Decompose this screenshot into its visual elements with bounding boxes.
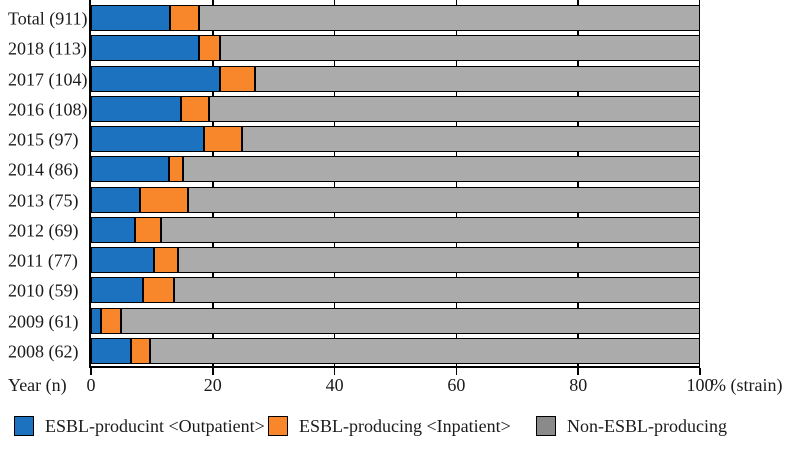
bar-row — [91, 5, 700, 31]
bar-segment — [178, 247, 700, 273]
bar-segment — [220, 35, 700, 62]
bar-segment — [198, 5, 700, 31]
x-tick-mark — [455, 368, 458, 375]
bar-segment — [173, 277, 700, 304]
legend-label: ESBL-producint <Outpatient> — [45, 415, 265, 436]
bar-row — [91, 35, 700, 62]
gridline-x-20 — [212, 0, 214, 366]
legend-item-inpatient: ESBL-producing <Inpatient> — [268, 413, 511, 439]
x-tick-mark — [699, 368, 701, 375]
y-axis-category-labels: Total (911) 2018 (113) 2017 (104) 2016 (108… — [0, 0, 89, 368]
bar-segment — [209, 95, 700, 122]
x-tick-mark — [333, 368, 336, 375]
bar-segment — [91, 186, 140, 213]
bar-segment — [198, 35, 221, 62]
bar-row — [91, 156, 700, 183]
bar-segment — [242, 126, 700, 152]
bar-row — [91, 126, 700, 152]
bar-segment — [91, 277, 143, 304]
category-label: Total (911) — [8, 8, 88, 29]
bar-segment — [130, 337, 151, 364]
legend-swatch-gray — [536, 416, 556, 436]
x-tick-label: 40 — [325, 375, 344, 395]
category-label: 2011 (77) — [8, 250, 78, 271]
category-label: 2014 (86) — [8, 159, 79, 180]
gridline-x-60 — [455, 0, 458, 366]
bar-row — [91, 307, 700, 334]
bar-segment — [91, 307, 101, 334]
category-label: 2013 (75) — [8, 190, 79, 210]
bar-segment — [182, 156, 700, 183]
category-label: 2012 (69) — [8, 220, 79, 241]
gridline-x-80 — [577, 0, 579, 366]
bar-segment — [91, 126, 205, 152]
x-axis: 0 20 40 60 80 100 — [87, 368, 714, 398]
category-label: 2016 (108) — [8, 99, 88, 120]
category-label: 2018 (113) — [8, 38, 87, 59]
bar-segment — [91, 35, 199, 62]
category-label: 2010 (59) — [8, 280, 79, 301]
x-tick-label: 20 — [203, 375, 222, 395]
category-label: 2017 (104) — [8, 69, 88, 89]
bar-segment — [170, 5, 199, 31]
bar-row — [91, 247, 700, 273]
x-tick-mark — [212, 368, 214, 375]
bar-segment — [91, 247, 155, 273]
bar-segment — [91, 65, 221, 92]
x-tick-mark — [577, 368, 579, 375]
bar-segment — [91, 216, 135, 243]
bar-segment — [255, 65, 700, 92]
bar-segment — [100, 307, 121, 334]
legend-swatch-orange — [268, 416, 288, 436]
bar-segment — [91, 156, 169, 183]
bar-segment — [142, 277, 174, 304]
x-axis-unit-label: % (strain) — [711, 375, 783, 395]
gridline-x-100 — [698, 0, 700, 366]
legend-item-outpatient: ESBL-producint <Outpatient> — [14, 413, 265, 439]
bar-segment — [168, 156, 183, 183]
legend-label: ESBL-producing <Inpatient> — [299, 415, 511, 436]
bar-segment — [154, 247, 179, 273]
x-tick-label: 100 — [686, 375, 714, 395]
x-tick-label: 80 — [569, 375, 588, 395]
bar-segment — [220, 65, 256, 92]
category-label: 2009 (61) — [8, 311, 79, 331]
gridline-x-40 — [333, 0, 336, 366]
bar-segment — [204, 126, 243, 152]
bar-segment — [150, 337, 700, 364]
bar-segment — [91, 337, 131, 364]
bar-segment — [91, 95, 182, 122]
bar-segment — [120, 307, 700, 334]
x-tick-mark — [90, 368, 92, 375]
bar-segment — [139, 186, 189, 213]
bar-segment — [134, 216, 162, 243]
legend-swatch-blue — [14, 416, 34, 436]
x-tick-label: 60 — [447, 375, 466, 395]
bar-row — [91, 216, 700, 243]
legend-label: Non-ESBL-producing — [567, 415, 727, 436]
category-label: 2015 (97) — [8, 129, 79, 150]
category-label: 2008 (62) — [8, 341, 79, 362]
plot-area — [89, 0, 700, 368]
bar-row — [91, 95, 700, 122]
x-tick-label: 0 — [86, 375, 96, 395]
bar-row — [91, 65, 700, 92]
legend-item-non-esbl: Non-ESBL-producing — [536, 413, 727, 439]
y-axis-title: Year (n) — [8, 375, 67, 395]
bar-segment — [188, 186, 700, 213]
bar-segment — [161, 216, 700, 243]
bar-segment — [181, 95, 210, 122]
bar-row — [91, 186, 700, 213]
bar-segment — [91, 5, 171, 31]
bar-row — [91, 337, 700, 364]
bar-row — [91, 277, 700, 304]
